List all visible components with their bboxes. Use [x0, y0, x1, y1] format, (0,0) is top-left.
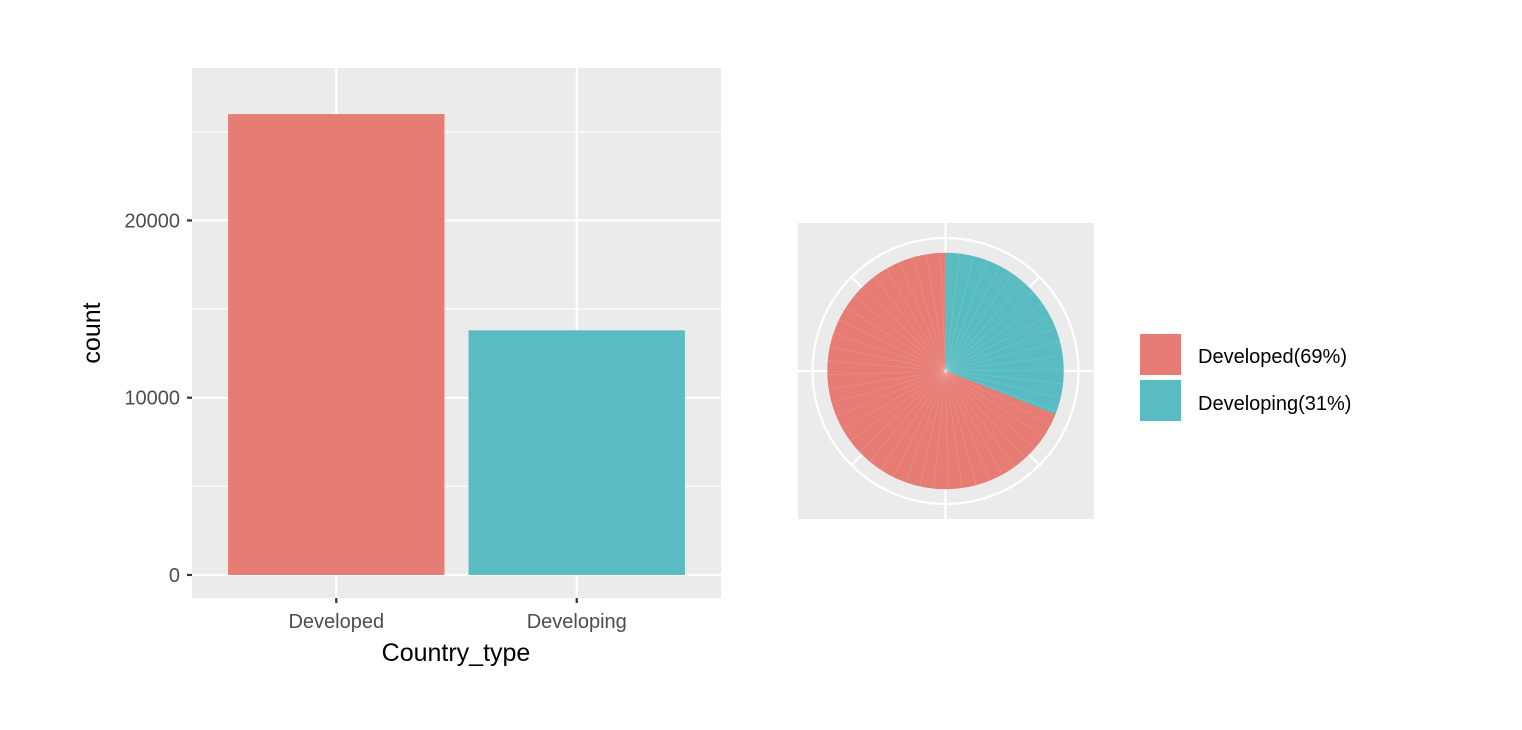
x-axis-title: Country_type	[382, 639, 531, 667]
pie-hairline	[945, 273, 1013, 372]
pie-slice-developed	[827, 252, 1056, 490]
pie-hairline	[833, 332, 946, 372]
pie-hairline	[869, 370, 946, 462]
bar-developed	[228, 114, 445, 575]
pie-hairline	[945, 370, 949, 489]
pie-hairline	[945, 256, 974, 372]
pie-hairline	[926, 254, 946, 372]
pie-hairline	[912, 257, 946, 372]
pie-hairline	[842, 370, 946, 430]
pie-hairline	[850, 370, 946, 441]
pie-hairline	[827, 370, 946, 376]
pie-hairline	[945, 370, 1061, 399]
pie-hairline	[945, 292, 1034, 372]
pie-slice-developing	[945, 252, 1064, 415]
pie-hairline	[919, 370, 946, 487]
pie-hairline	[845, 307, 946, 372]
pie-hairline	[945, 315, 1050, 372]
pie-hairline	[836, 370, 946, 417]
bar-chart: 0 10000 20000 Developed Developing Country_…	[78, 68, 721, 667]
y-tick-label: 10000	[124, 388, 180, 410]
pie-hairline	[945, 370, 1026, 459]
pie-hairline	[831, 370, 946, 404]
pie-hairline	[945, 355, 1063, 372]
pie-hairline	[898, 262, 946, 372]
legend-label-developed: Developed(69%)	[1198, 346, 1347, 368]
pie-hairline	[945, 370, 1003, 475]
pie-hairline	[945, 370, 1063, 385]
x-tick-label: Developed	[288, 611, 384, 633]
pie-hairline	[945, 370, 990, 481]
pie-hairline	[945, 341, 1060, 372]
legend-swatch-developing	[1140, 380, 1181, 421]
y-tick-label: 0	[169, 565, 180, 587]
pie-hairline	[945, 327, 1056, 372]
pie-chart	[797, 223, 1094, 519]
bar-developing	[468, 330, 685, 575]
pie-hairline	[886, 268, 946, 372]
pie-hairline	[945, 303, 1043, 372]
pie-hairline	[945, 253, 960, 372]
pie-hairline	[945, 370, 1015, 468]
legend-item-developing: Developing(31%)	[1139, 379, 1351, 422]
pie-hairline	[945, 370, 977, 486]
legend-item-developed: Developed(69%)	[1139, 333, 1347, 376]
pie-hairline	[838, 319, 946, 372]
pie-hairline	[945, 282, 1024, 372]
pie-hairline	[906, 370, 946, 483]
pie-hairline	[828, 370, 946, 390]
pie-hairline	[859, 370, 946, 452]
pie-hairline	[945, 266, 1001, 372]
pie-hairline	[945, 370, 1036, 449]
pie-hairline	[945, 369, 1064, 372]
x-tick-label: Developing	[527, 611, 627, 633]
pie-hairline	[854, 295, 946, 372]
pie-hairline	[829, 346, 946, 372]
pie-hairline	[880, 370, 946, 470]
bar-chart-y-axis: 0 10000 20000	[124, 210, 192, 587]
pie-hairline	[940, 253, 946, 372]
y-tick-label: 20000	[124, 210, 180, 232]
pie-hairline	[933, 370, 946, 489]
legend: Developed(69%) Developing(31%)	[1139, 333, 1351, 422]
pie-hairline	[874, 276, 946, 372]
pie-hairline	[893, 370, 946, 477]
bar-chart-x-axis: Developed Developing	[288, 598, 627, 633]
pie-hairline	[945, 370, 1057, 412]
pie-chart-slices	[827, 252, 1064, 490]
legend-label-developing: Developing(31%)	[1198, 393, 1351, 415]
pie-hairline	[827, 360, 946, 372]
pie-hairline	[863, 285, 946, 372]
legend-swatch-developed	[1140, 334, 1181, 375]
y-axis-title: count	[78, 302, 106, 363]
bar-chart-bars	[228, 114, 685, 575]
pie-hairline	[945, 260, 988, 372]
pie-hairline	[945, 370, 963, 488]
pie-hairline	[945, 370, 1044, 437]
pie-hairline	[945, 370, 1051, 425]
